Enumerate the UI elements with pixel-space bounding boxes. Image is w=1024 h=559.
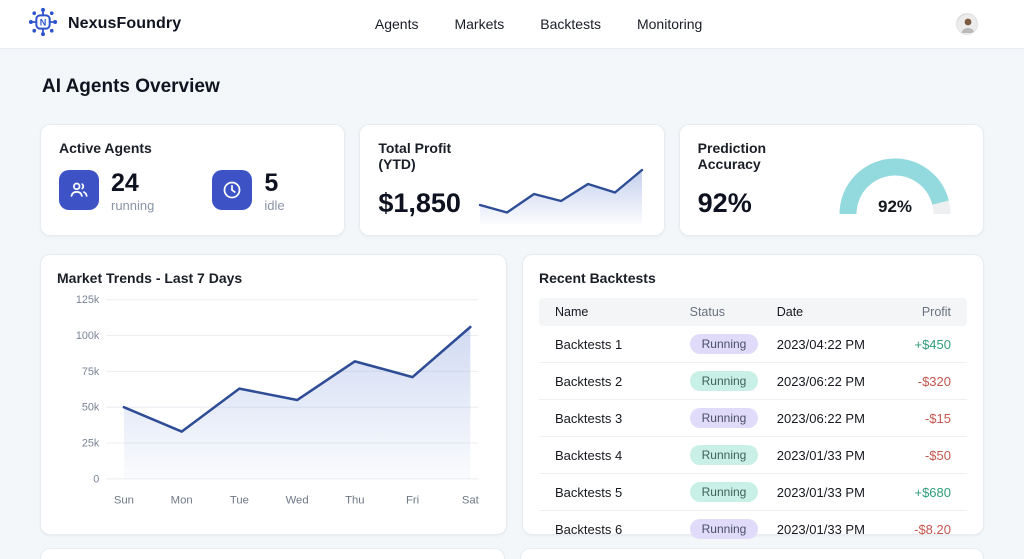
backtest-profit: -$15 (924, 410, 951, 426)
users-icon (59, 170, 99, 210)
backtest-name: Backtests 6 (555, 521, 623, 537)
table-row[interactable]: Backtests 2 Running 2023/06:22 PM -$320 (539, 363, 967, 400)
status-badge: Running (689, 334, 759, 354)
total-profit-title: Total Profit (YTD) (378, 140, 452, 172)
col-status: Status (689, 305, 726, 319)
total-profit-value: $1,850 (378, 188, 461, 218)
brand[interactable]: N NexusFoundry (28, 7, 181, 42)
status-badge: Running (689, 445, 759, 465)
panels-row: Market Trends - Last 7 Days 0 25k 50k 75k 10… (40, 254, 984, 539)
accuracy-gauge-chart: 92% (829, 148, 961, 218)
backtest-date: 2023/06:22 PM (776, 410, 865, 426)
idle-label: idle (264, 198, 285, 214)
nav-monitoring[interactable]: Monitoring (636, 16, 703, 32)
svg-text:0: 0 (93, 473, 99, 485)
svg-text:125k: 125k (76, 294, 100, 306)
partial-card-right (520, 548, 984, 559)
backtest-name: Backtests 3 (555, 410, 623, 426)
svg-text:Wed: Wed (286, 494, 309, 506)
col-name: Name (555, 305, 589, 319)
recent-backtests-title: Recent Backtests (539, 270, 656, 286)
nav-backtests[interactable]: Backtests (540, 16, 601, 32)
market-trends-chart: 0 25k 50k 75k 100k 125k Sun Mon Tue Wed Thu Fri Sat (57, 290, 490, 525)
backtest-date: 2023/01/33 PM (776, 447, 865, 463)
svg-text:Sat: Sat (462, 494, 480, 506)
running-agents-stat: 24 running (59, 170, 154, 213)
col-date: Date (776, 305, 804, 319)
prediction-accuracy-title: Prediction Accuracy (697, 140, 767, 172)
partial-cards-row (40, 548, 984, 559)
backtest-date: 2023/01/33 PM (776, 521, 865, 537)
backtests-table: Name Status Date Profit Backtests 1 Runn… (539, 298, 967, 547)
backtest-name: Backtests 2 (555, 373, 623, 389)
active-agents-card: Active Agents 24 running (40, 124, 346, 236)
clock-icon (212, 170, 253, 210)
status-badge: Running (689, 482, 759, 502)
backtest-profit: -$320 (917, 373, 951, 389)
top-bar: N NexusFoundry Agents Markets Backtests … (0, 0, 1024, 49)
status-badge: Running (689, 408, 759, 428)
col-profit: Profit (921, 305, 951, 319)
market-trends-panel: Market Trends - Last 7 Days 0 25k 50k 75k 10… (40, 254, 507, 535)
svg-text:Thu: Thu (345, 494, 364, 506)
svg-text:100k: 100k (76, 330, 100, 342)
backtest-profit: -$50 (924, 447, 951, 463)
total-profit-card: Total Profit (YTD) $1,850 (359, 124, 665, 236)
svg-text:N: N (40, 17, 47, 27)
prediction-accuracy-value: 92% (697, 188, 752, 218)
backtest-date: 2023/06:22 PM (776, 373, 865, 389)
main-content: AI Agents Overview Active Agents (0, 76, 1024, 559)
table-body: Backtests 1 Running 2023/04:22 PM +$450 … (539, 326, 967, 547)
table-row[interactable]: Backtests 6 Running 2023/01/33 PM -$8.20 (539, 511, 967, 547)
backtest-profit: -$8.20 (914, 521, 951, 537)
nav-markets[interactable]: Markets (454, 16, 505, 32)
status-badge: Running (689, 519, 759, 539)
table-row[interactable]: Backtests 4 Running 2023/01/33 PM -$50 (539, 437, 967, 474)
backtest-name: Backtests 4 (555, 447, 623, 463)
svg-text:50k: 50k (82, 402, 100, 414)
backtest-profit: +$680 (914, 484, 951, 500)
profit-sparkline-chart (476, 162, 646, 226)
partial-card-left (40, 548, 505, 559)
market-trends-title: Market Trends - Last 7 Days (57, 270, 243, 286)
svg-text:Tue: Tue (230, 494, 249, 506)
table-row[interactable]: Backtests 5 Running 2023/01/33 PM +$680 (539, 474, 967, 511)
stat-cards-row: Active Agents 24 running (40, 124, 984, 236)
backtest-name: Backtests 5 (555, 484, 623, 500)
idle-count: 5 (264, 169, 279, 197)
svg-text:Mon: Mon (171, 494, 193, 506)
table-header: Name Status Date Profit (539, 298, 967, 326)
table-row[interactable]: Backtests 3 Running 2023/06:22 PM -$15 (539, 400, 967, 437)
idle-agents-stat: 5 idle (212, 169, 285, 214)
backtest-profit: +$450 (914, 336, 951, 352)
active-agents-title: Active Agents (59, 140, 152, 156)
running-count: 24 (111, 169, 139, 197)
svg-text:75k: 75k (82, 366, 100, 378)
svg-text:Fri: Fri (406, 494, 419, 506)
backtest-date: 2023/01/33 PM (776, 484, 865, 500)
svg-text:25k: 25k (82, 437, 100, 449)
prediction-accuracy-card: Prediction Accuracy 92% 92% (678, 124, 984, 236)
svg-text:92%: 92% (878, 197, 912, 216)
user-avatar[interactable] (956, 13, 978, 35)
page-title: AI Agents Overview (42, 76, 220, 97)
nav-agents[interactable]: Agents (374, 16, 419, 32)
main-nav: Agents Markets Backtests Monitoring (375, 16, 702, 32)
backtest-date: 2023/04:22 PM (776, 336, 865, 352)
table-row[interactable]: Backtests 1 Running 2023/04:22 PM +$450 (539, 326, 967, 363)
running-label: running (111, 198, 155, 214)
status-badge: Running (689, 371, 759, 391)
recent-backtests-panel: Recent Backtests Name Status Date Profit… (522, 254, 984, 539)
backtest-name: Backtests 1 (555, 336, 623, 352)
nexusfoundry-logo-icon: N (28, 7, 58, 42)
svg-text:Sun: Sun (114, 494, 134, 506)
brand-name: NexusFoundry (68, 15, 182, 32)
